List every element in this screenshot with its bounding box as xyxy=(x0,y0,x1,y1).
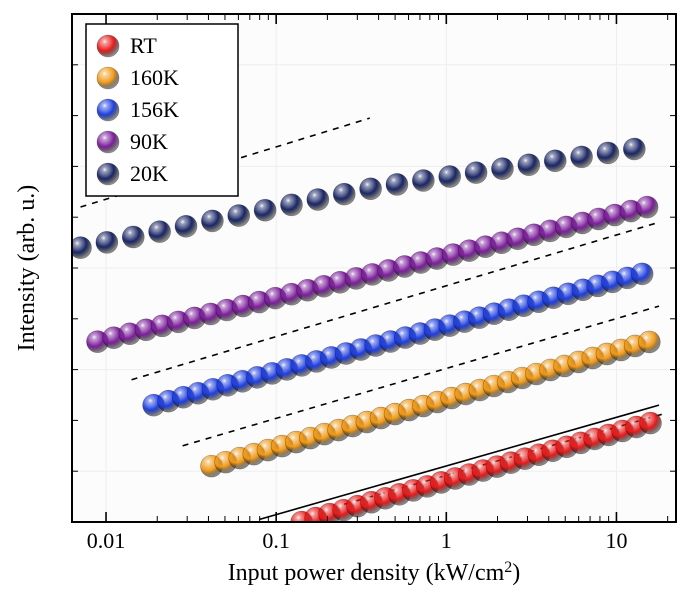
legend-label: RT xyxy=(130,33,157,58)
data-point xyxy=(639,412,661,434)
data-point xyxy=(149,221,171,243)
legend-label: 160K xyxy=(130,65,179,90)
data-point xyxy=(638,331,660,353)
x-axis-label: Input power density (kW/cm2) xyxy=(228,559,521,587)
data-point xyxy=(544,150,566,172)
data-point xyxy=(175,215,197,237)
data-point xyxy=(280,194,302,216)
data-point xyxy=(631,263,653,285)
data-point xyxy=(518,154,540,176)
legend-label: 90K xyxy=(130,129,168,154)
legend-marker xyxy=(97,99,119,121)
legend-label: 20K xyxy=(130,161,168,186)
y-axis-label: Intensity (arb. u.) xyxy=(14,185,40,352)
data-point xyxy=(254,199,276,221)
data-point xyxy=(636,196,658,218)
intensity-vs-power-chart: 0.01 0.1 1 10 Input power density (kW/cm2) In… xyxy=(0,0,700,594)
x-tick-label: 10 xyxy=(605,528,627,553)
data-point xyxy=(228,205,250,227)
data-point xyxy=(201,210,223,232)
data-point xyxy=(360,178,382,200)
legend-label: 156K xyxy=(130,97,179,122)
data-point xyxy=(412,169,434,191)
chart-svg: 0.01 0.1 1 10 Input power density (kW/cm2) In… xyxy=(0,0,700,594)
data-point xyxy=(623,138,645,160)
data-point xyxy=(333,183,355,205)
x-tick-label: 1 xyxy=(441,528,452,553)
x-tick-label: 0.01 xyxy=(87,528,126,553)
legend-marker xyxy=(97,67,119,89)
data-point xyxy=(491,158,513,180)
legend-marker xyxy=(97,131,119,153)
data-point xyxy=(597,142,619,164)
data-point xyxy=(386,173,408,195)
x-tick-label: 0.1 xyxy=(262,528,290,553)
data-point xyxy=(571,146,593,168)
data-point xyxy=(307,188,329,210)
data-point xyxy=(122,226,144,248)
data-point xyxy=(465,162,487,184)
data-point xyxy=(96,231,118,253)
legend-marker xyxy=(97,163,119,185)
legend-marker xyxy=(97,35,119,57)
data-point xyxy=(439,166,461,188)
